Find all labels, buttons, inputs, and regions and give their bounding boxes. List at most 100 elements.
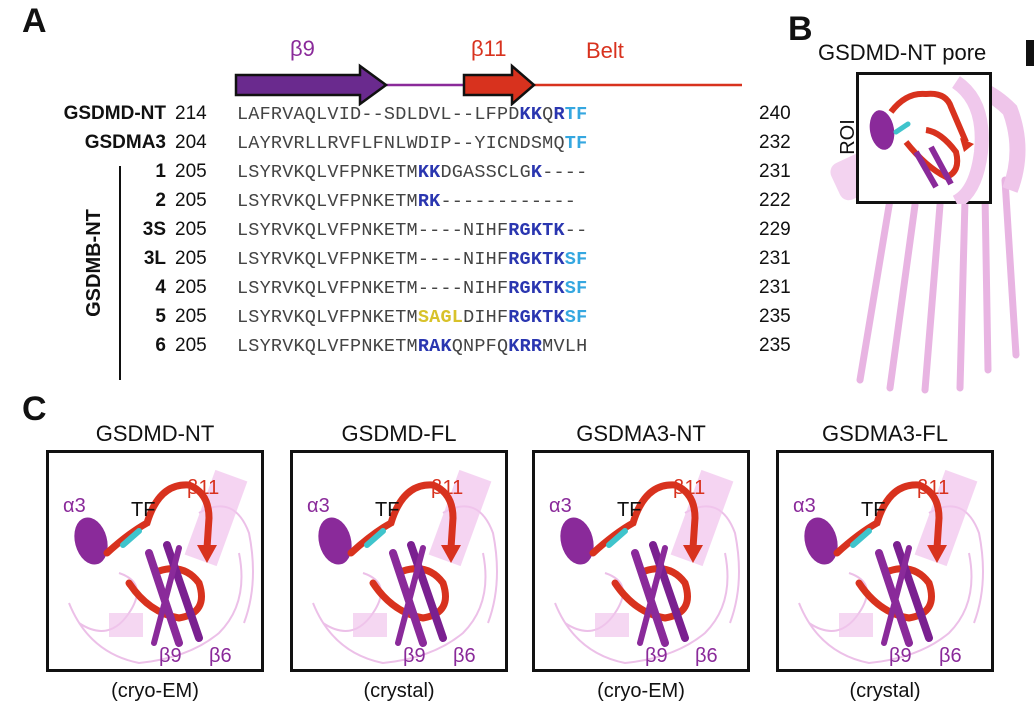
sequence-highlight: SF xyxy=(564,307,588,328)
alignment-row: GSDMA3 204 LAYRVRLLRVFLFNLWDIP--YICNDSMQTF… xyxy=(0,132,820,158)
beta11-arrow xyxy=(462,63,536,106)
sequence-highlight: RGKTK xyxy=(508,249,565,270)
beta6-label: β6 xyxy=(695,645,718,667)
structure-box: α3 TF β11 β9 β6 xyxy=(290,450,508,672)
row-end: 231 xyxy=(759,248,791,269)
row-end: 235 xyxy=(759,335,791,356)
tf-label: TF xyxy=(131,499,156,521)
row-sequence: LAYRVRLLRVFLFNLWDIP--YICNDSMQTF xyxy=(237,133,587,154)
panel-b-edge-mark xyxy=(1026,40,1034,66)
sequence-segment: LSYRVKQLVFPNKETM xyxy=(237,307,418,328)
structure-box: α3 TF β11 β9 β6 xyxy=(46,450,264,672)
sequence-segment: Q xyxy=(542,104,554,125)
row-name: 2 xyxy=(155,190,166,211)
sequence-highlight: K xyxy=(530,162,543,183)
sequence-segment: LSYRVKQLVFPNKETM xyxy=(237,162,418,183)
row-start: 205 xyxy=(175,277,207,298)
pore-strand-1 xyxy=(856,196,894,384)
sequence-highlight: KRR xyxy=(508,336,543,357)
pore-strand-6 xyxy=(1001,176,1020,359)
alignment-row: GSDMD-NT 214 LAFRVAQLVID--SDLDVL--LFPDKKQR… xyxy=(0,103,820,129)
cartoon-structure xyxy=(68,469,254,665)
tf-label: TF xyxy=(617,499,642,521)
row-name: 5 xyxy=(155,306,166,327)
cartoon-structure xyxy=(798,469,984,665)
sequence-highlight: SF xyxy=(564,249,588,270)
alpha3-label: α3 xyxy=(793,495,816,517)
sequence-highlight: KK xyxy=(519,104,543,125)
beta11-label: β11 xyxy=(471,36,507,61)
row-sequence: LSYRVKQLVFPNKETM----NIHFRGKTK-- xyxy=(237,220,587,241)
sequence-segment: LSYRVKQLVFPNKETM----NIHF xyxy=(237,249,509,270)
sequence-highlight: RGKTK xyxy=(508,307,565,328)
structure-title: GSDMA3-NT xyxy=(576,421,706,446)
structure-title: GSDMA3-FL xyxy=(822,421,948,446)
alignment-row: 3L 205 LSYRVKQLVFPNKETM----NIHFRGKTKSF 231 xyxy=(0,248,820,274)
structure-box: α3 TF β11 β9 β6 xyxy=(532,450,750,672)
row-sequence: LSYRVKQLVFPNKETMRAKQNPFQKRRMVLH xyxy=(237,336,587,357)
sequence-highlight: RAK xyxy=(417,336,452,357)
sequence-segment: MVLH xyxy=(542,336,588,357)
beta6-label: β6 xyxy=(939,645,962,667)
beta11-label: β11 xyxy=(673,477,706,499)
structure-method: (cryo-EM) xyxy=(597,680,685,702)
beta9-label: β9 xyxy=(889,645,912,667)
sequence-highlight: RGKTK xyxy=(508,220,565,241)
cartoon-structure xyxy=(554,469,740,665)
row-end: 229 xyxy=(759,219,791,240)
alpha3-label: α3 xyxy=(307,495,330,517)
alignment-row: 2 205 LSYRVKQLVFPNKETMRK------------ 222 xyxy=(0,190,820,216)
beta9-label: β9 xyxy=(290,36,315,61)
sequence-segment: DGASSCLG xyxy=(440,162,531,183)
sequence-segment: LAYRVRLLRVFLFNLWDIP--YICNDSMQ xyxy=(237,133,565,154)
sequence-segment: DIHF xyxy=(463,307,509,328)
pore-strand-3 xyxy=(921,201,944,394)
row-name: 6 xyxy=(155,335,166,356)
alpha3-label: α3 xyxy=(63,495,86,517)
row-end: 231 xyxy=(759,277,791,298)
row-end: 240 xyxy=(759,103,791,124)
row-name: 4 xyxy=(155,277,166,298)
beta9-label: β9 xyxy=(403,645,426,667)
beta11-label: β11 xyxy=(431,477,464,499)
beta9-label: β9 xyxy=(159,645,182,667)
row-start: 214 xyxy=(175,103,207,124)
sequence-segment: LSYRVKQLVFPNKETM xyxy=(237,336,418,357)
tf-label: TF xyxy=(375,499,400,521)
structure-method: (cryo-EM) xyxy=(111,680,199,702)
row-name: GSDMA3 xyxy=(84,132,166,153)
alignment-row: 1 205 LSYRVKQLVFPNKETMKKDGASSCLGK---- 231 xyxy=(0,161,820,187)
alpha3-label: α3 xyxy=(549,495,572,517)
alignment-row: 6 205 LSYRVKQLVFPNKETMRAKQNPFQKRRMVLH 235 xyxy=(0,335,820,361)
sequence-highlight: RK xyxy=(417,191,441,212)
sequence-highlight: TF xyxy=(564,104,588,125)
gsdmb-group-label: GSDMB-NT xyxy=(83,209,105,317)
panel-letter-b: B xyxy=(788,10,813,48)
sequence-segment: QNPFQ xyxy=(451,336,509,357)
belt-label: Belt xyxy=(586,38,624,63)
sequence-highlight: RGKTK xyxy=(508,278,565,299)
panel-letter-a: A xyxy=(22,2,47,40)
pore-strand-2 xyxy=(886,201,919,392)
row-name: 1 xyxy=(155,161,166,182)
panel-letter-c: C xyxy=(22,390,47,428)
sequence-segment: ---- xyxy=(542,162,588,183)
pore-strand-4 xyxy=(956,196,969,392)
row-start: 205 xyxy=(175,306,207,327)
row-start: 205 xyxy=(175,161,207,182)
row-end: 231 xyxy=(759,161,791,182)
beta9-label: β9 xyxy=(645,645,668,667)
sequence-segment: LAFRVAQLVID--SDLDVL--LFPD xyxy=(237,104,520,125)
structure-method: (crystal) xyxy=(849,680,921,702)
row-end: 235 xyxy=(759,306,791,327)
sequence-highlight: SAGL xyxy=(417,307,464,328)
row-end: 222 xyxy=(759,190,791,211)
sequence-segment: LSYRVKQLVFPNKETM----NIHF xyxy=(237,278,509,299)
row-sequence: LSYRVKQLVFPNKETMKKDGASSCLGK---- xyxy=(237,162,587,183)
beta11-label: β11 xyxy=(917,477,950,499)
row-sequence: LSYRVKQLVFPNKETMSAGLDIHFRGKTKSF xyxy=(237,307,587,328)
beta6-label: β6 xyxy=(453,645,476,667)
alignment-row: 5 205 LSYRVKQLVFPNKETMSAGLDIHFRGKTKSF 235 xyxy=(0,306,820,332)
structure-box: α3 TF β11 β9 β6 xyxy=(776,450,994,672)
structure-title: GSDMD-FL xyxy=(341,421,457,446)
